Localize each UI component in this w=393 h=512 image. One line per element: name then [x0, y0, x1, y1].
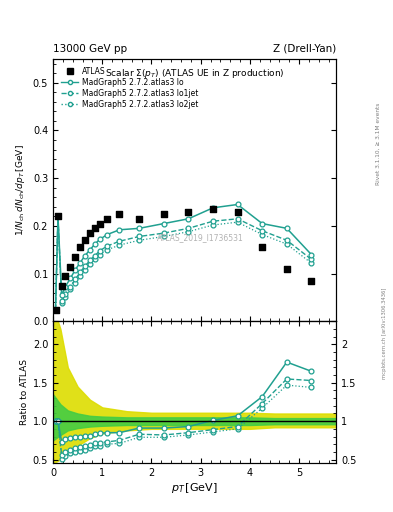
Text: Scalar $\Sigma(p_T)$ (ATLAS UE in Z production): Scalar $\Sigma(p_T)$ (ATLAS UE in Z prod… [105, 67, 284, 80]
Legend: ATLAS, MadGraph5 2.7.2.atlas3 lo, MadGraph5 2.7.2.atlas3 lo1jet, MadGraph5 2.7.2: ATLAS, MadGraph5 2.7.2.atlas3 lo, MadGra… [60, 66, 200, 110]
Point [104, 215, 110, 223]
Point [116, 210, 123, 218]
Text: mcplots.cern.ch [arXiv:1306.3436]: mcplots.cern.ch [arXiv:1306.3436] [382, 287, 387, 378]
Text: Z (Drell-Yan): Z (Drell-Yan) [273, 44, 336, 54]
Point [235, 207, 241, 216]
Point [92, 224, 98, 232]
Point [82, 236, 88, 244]
Text: 13000 GeV pp: 13000 GeV pp [53, 44, 127, 54]
Point [97, 220, 103, 228]
Point [59, 282, 65, 290]
Point [185, 207, 191, 216]
Point [77, 243, 83, 251]
Text: Rivet 3.1.10, ≥ 3.1M events: Rivet 3.1.10, ≥ 3.1M events [376, 102, 380, 184]
Point [161, 210, 167, 218]
Point [87, 229, 93, 237]
Point [55, 212, 61, 221]
Point [308, 277, 314, 285]
Y-axis label: $1/N_\mathrm{ch}\,dN_\mathrm{ch}/dp_T\,[\mathrm{GeV}]$: $1/N_\mathrm{ch}\,dN_\mathrm{ch}/dp_T\,[… [14, 144, 27, 236]
Point [210, 205, 216, 214]
Point [284, 265, 290, 273]
Point [52, 305, 59, 313]
X-axis label: $p_T\,[\mathrm{GeV}]$: $p_T\,[\mathrm{GeV}]$ [171, 481, 218, 495]
Y-axis label: Ratio to ATLAS: Ratio to ATLAS [20, 359, 29, 425]
Point [72, 253, 78, 261]
Point [67, 263, 73, 271]
Point [259, 243, 265, 251]
Point [136, 215, 142, 223]
Text: ATLAS_2019_I1736531: ATLAS_2019_I1736531 [157, 233, 244, 242]
Point [62, 272, 68, 280]
